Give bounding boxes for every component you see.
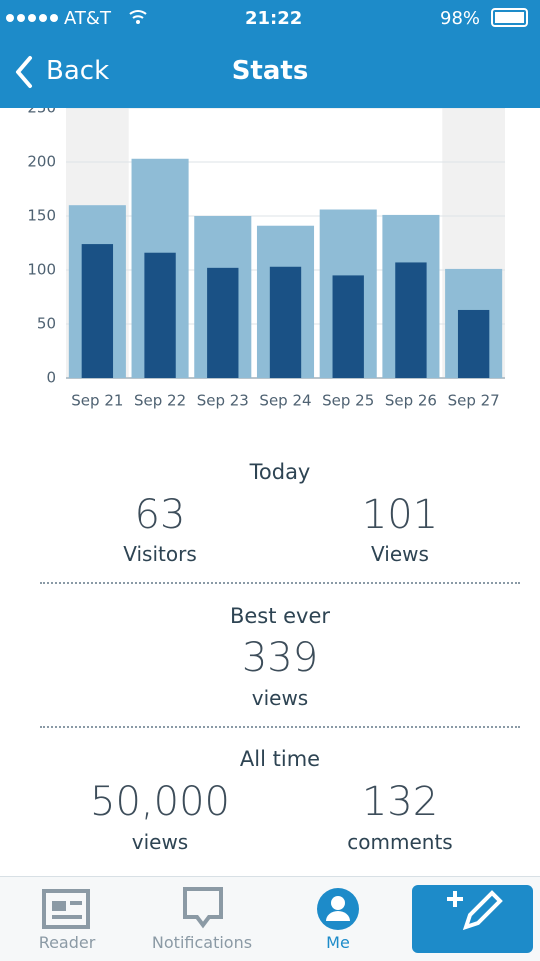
bar	[207, 267, 239, 378]
stat-label: views	[131, 830, 189, 854]
divider	[40, 582, 520, 584]
x-tick-label: Sep 22	[134, 392, 186, 410]
tab-me[interactable]: Me	[326, 933, 350, 952]
stat-label: comments	[347, 830, 453, 854]
tab-notifications[interactable]: Notifications	[151, 933, 253, 952]
section-title: All time	[239, 747, 321, 771]
x-tick-label: Sep 27	[448, 392, 500, 410]
tab-reader[interactable]: Reader	[38, 933, 96, 952]
x-tick-label: Sep 25	[322, 392, 374, 410]
bar	[81, 244, 114, 378]
bar	[457, 309, 490, 378]
stat-value: 339	[241, 635, 319, 681]
x-tick-label: Sep 23	[197, 392, 249, 410]
back-button[interactable]: Back	[46, 56, 110, 86]
stat-value: 63	[134, 492, 186, 538]
y-tick-label: 150	[27, 207, 56, 225]
battery: 98%	[440, 8, 481, 29]
bar	[332, 275, 364, 378]
carrier: AT&T	[64, 8, 111, 29]
stat-value: 50,000	[90, 779, 230, 825]
x-tick-label: Sep 24	[259, 392, 311, 410]
tab-bar: Reader Notifications Me	[0, 876, 540, 961]
status-icons	[6, 8, 528, 88]
y-tick-label: 100	[27, 261, 56, 279]
bar	[269, 266, 302, 378]
y-tick-label: 200	[27, 153, 56, 171]
stat-value: 101	[361, 492, 439, 538]
stat-label: Views	[371, 542, 429, 566]
y-tick-label: 50	[37, 315, 56, 333]
divider	[40, 726, 520, 728]
stat-value: 132	[361, 779, 439, 825]
x-tick-label: Sep 26	[385, 392, 437, 410]
section-title: Best ever	[229, 604, 331, 628]
tab-icons	[42, 885, 533, 953]
time: 21:22	[245, 8, 303, 29]
bar	[395, 262, 427, 378]
stat-label: views	[251, 686, 309, 710]
x-tick-label: Sep 21	[71, 392, 123, 410]
section-title: Today	[249, 460, 311, 484]
y-tick-label: 0	[46, 369, 56, 387]
bar	[144, 252, 176, 378]
header: AT&T 21:22 98% Back Stats	[0, 0, 540, 108]
stat-label: Visitors	[123, 542, 197, 566]
nav-title: Stats	[231, 56, 309, 86]
